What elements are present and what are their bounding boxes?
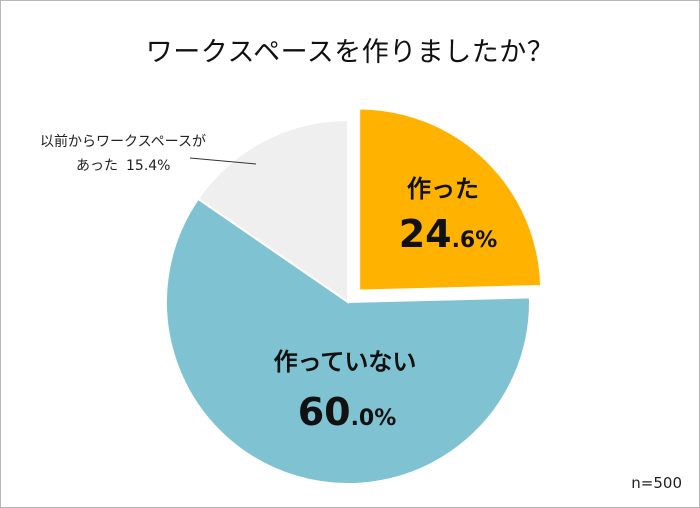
slice-value-made-sub: .6% xyxy=(452,228,498,253)
slice-value-not-made: 60.0% xyxy=(298,390,397,434)
slice-label-made: 作った xyxy=(407,175,479,203)
slice-label-already-had-line1: 以前からワークスペースが xyxy=(40,133,206,150)
slice-value-not-made-sub: .0% xyxy=(351,406,397,431)
leader-line xyxy=(189,157,257,165)
slice-value-not-made-main: 60 xyxy=(298,390,351,434)
sample-size-label: n=500 xyxy=(631,474,682,492)
slice-value-made-main: 24 xyxy=(399,212,452,256)
chart-title: ワークスペースを作りましたか？ xyxy=(145,37,555,68)
pie-slice-already-had xyxy=(196,118,349,304)
slice-label-already-had-line2-group: あった 15.4% xyxy=(76,158,170,174)
slice-label-already-had-line2: あった xyxy=(76,158,118,174)
slice-value-made: 24.6% xyxy=(399,212,498,256)
pie-slice-made xyxy=(358,107,543,292)
slice-value-already-had: 15.4% xyxy=(126,158,170,174)
pie-slice-not-made xyxy=(165,197,531,485)
slice-label-not-made: 作っていない xyxy=(274,348,417,376)
